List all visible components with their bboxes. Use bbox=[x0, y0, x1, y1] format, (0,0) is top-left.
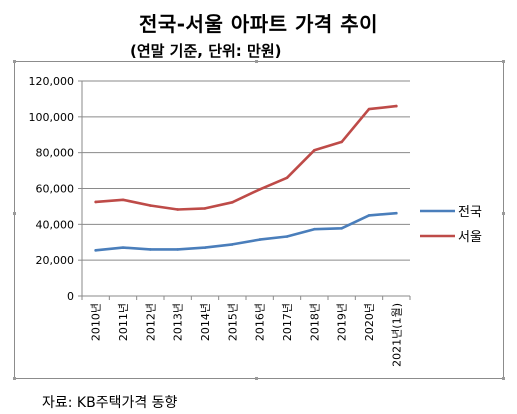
data-point bbox=[340, 140, 343, 144]
x-tick-label: 2020년 bbox=[363, 303, 376, 341]
y-tick-label: 20,000 bbox=[36, 254, 75, 267]
resize-handle[interactable] bbox=[13, 60, 16, 63]
data-point bbox=[203, 207, 207, 210]
data-point bbox=[313, 149, 316, 152]
data-point bbox=[231, 243, 234, 246]
source-note: 자료: KB주택가격 동향 bbox=[42, 395, 178, 411]
data-point bbox=[176, 248, 179, 251]
chart-area[interactable] bbox=[13, 60, 505, 380]
resize-handle[interactable] bbox=[502, 60, 505, 63]
data-point bbox=[149, 248, 152, 251]
data-point bbox=[340, 226, 343, 230]
chart-subtitle: (연말 기준, 단위: 만원) bbox=[130, 42, 282, 60]
resize-handle[interactable] bbox=[255, 60, 258, 63]
x-tick-label: 2015년 bbox=[226, 303, 239, 341]
data-point bbox=[367, 214, 371, 217]
x-tick-label: 2019년 bbox=[336, 303, 349, 341]
x-tick-label: 2016년 bbox=[254, 303, 267, 341]
data-point bbox=[367, 107, 371, 111]
data-point bbox=[258, 238, 261, 241]
data-point bbox=[176, 208, 179, 211]
data-point bbox=[203, 246, 207, 249]
x-tick-label: 2018년 bbox=[308, 303, 321, 341]
resize-handle[interactable] bbox=[502, 377, 505, 380]
data-point bbox=[395, 104, 398, 108]
legend-label: 서울 bbox=[458, 230, 482, 245]
resize-handle[interactable] bbox=[502, 212, 505, 215]
x-tick-label: 2013년 bbox=[172, 303, 185, 341]
data-point bbox=[258, 188, 261, 191]
x-tick-label: 2021년(1월) bbox=[390, 303, 403, 367]
data-point bbox=[149, 204, 152, 207]
data-point bbox=[395, 211, 398, 215]
chart-title: 전국-서울 아파트 가격 추이 bbox=[138, 12, 379, 36]
x-tick-label: 2014년 bbox=[199, 303, 212, 341]
y-tick-label: 40,000 bbox=[36, 218, 75, 231]
data-point bbox=[121, 198, 125, 202]
x-tick-label: 2010년 bbox=[90, 303, 103, 341]
data-point bbox=[121, 246, 125, 249]
data-point bbox=[94, 200, 97, 204]
series-line-서울 bbox=[94, 104, 398, 211]
series-line-전국 bbox=[94, 211, 398, 252]
data-point bbox=[94, 249, 97, 252]
y-tick-label: 0 bbox=[67, 290, 74, 303]
data-point bbox=[313, 227, 316, 231]
y-tick-label: 100,000 bbox=[29, 111, 75, 124]
y-tick-label: 60,000 bbox=[36, 183, 75, 196]
resize-handle[interactable] bbox=[13, 377, 16, 380]
data-point bbox=[231, 200, 234, 204]
y-tick-label: 80,000 bbox=[36, 147, 75, 160]
legend-label: 전국 bbox=[458, 205, 482, 220]
x-tick-label: 2012년 bbox=[144, 303, 157, 341]
resize-handle[interactable] bbox=[13, 212, 16, 215]
data-point bbox=[285, 176, 289, 180]
resize-handle[interactable] bbox=[255, 377, 258, 380]
x-tick-label: 2011년 bbox=[117, 303, 130, 341]
y-tick-label: 120,000 bbox=[29, 75, 75, 88]
data-point bbox=[285, 235, 289, 238]
x-tick-label: 2017년 bbox=[281, 303, 294, 341]
